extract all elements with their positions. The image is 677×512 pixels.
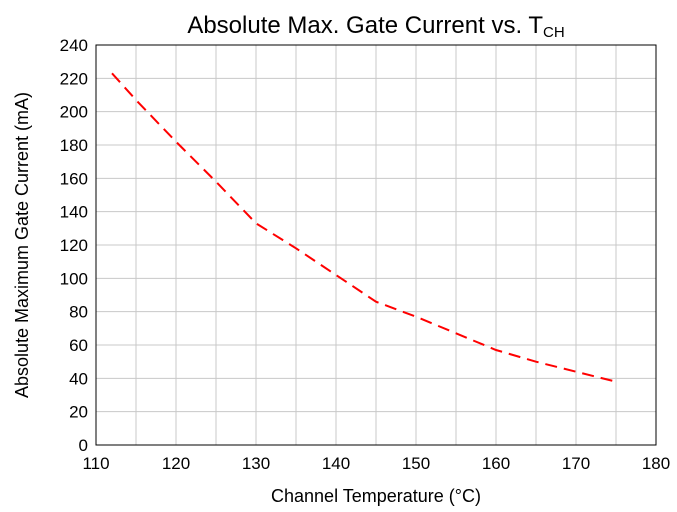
data-point	[455, 332, 457, 334]
y-tick-label: 80	[69, 303, 88, 322]
plot-frame	[95, 44, 657, 446]
y-tick-label: 240	[60, 36, 88, 55]
y-tick-label: 140	[60, 203, 88, 222]
x-tick-label: 160	[482, 454, 510, 473]
y-axis-label: Absolute Maximum Gate Current (mA)	[12, 92, 32, 398]
data-point	[615, 381, 617, 383]
x-tick-label: 180	[642, 454, 670, 473]
x-tick-label: 140	[322, 454, 350, 473]
y-tick-label: 0	[79, 436, 88, 455]
x-axis-label: Channel Temperature (°C)	[271, 486, 481, 506]
data-point	[135, 99, 137, 101]
y-tick-label: 220	[60, 69, 88, 88]
series-group	[111, 72, 617, 383]
chart-title-text: Absolute Max. Gate Current vs. T	[187, 12, 544, 39]
y-tick-label: 200	[60, 103, 88, 122]
x-tick-label: 170	[562, 454, 590, 473]
data-point	[415, 316, 417, 318]
data-point	[215, 181, 217, 183]
y-tick-label: 60	[69, 336, 88, 355]
data-point	[495, 349, 497, 351]
x-tick-label: 150	[402, 454, 430, 473]
y-tick-label: 120	[60, 236, 88, 255]
data-point	[375, 301, 377, 303]
y-tick-labels: 0 20 40 60 80 100 120 140 160 180 200 220 240	[60, 36, 88, 455]
grid	[95, 44, 657, 446]
data-point	[111, 72, 113, 74]
data-point	[295, 247, 297, 249]
y-tick-label: 20	[69, 403, 88, 422]
data-point	[575, 371, 577, 373]
x-tick-label: 120	[162, 454, 190, 473]
data-point	[255, 222, 257, 224]
data-point	[175, 141, 177, 143]
chart-title-subscript: CH	[543, 24, 565, 41]
y-tick-label: 40	[69, 369, 88, 388]
series-line	[111, 72, 617, 383]
x-tick-labels: 110 120 130 140 150 160 170 180	[82, 454, 670, 473]
y-tick-label: 100	[60, 269, 88, 288]
y-tick-label: 160	[60, 169, 88, 188]
data-point	[335, 274, 337, 276]
y-tick-label: 180	[60, 136, 88, 155]
x-tick-label: 110	[82, 454, 109, 473]
data-point	[535, 361, 537, 363]
x-tick-label: 130	[242, 454, 270, 473]
chart-title: Absolute Max. Gate Current vs. TCH	[96, 12, 656, 41]
